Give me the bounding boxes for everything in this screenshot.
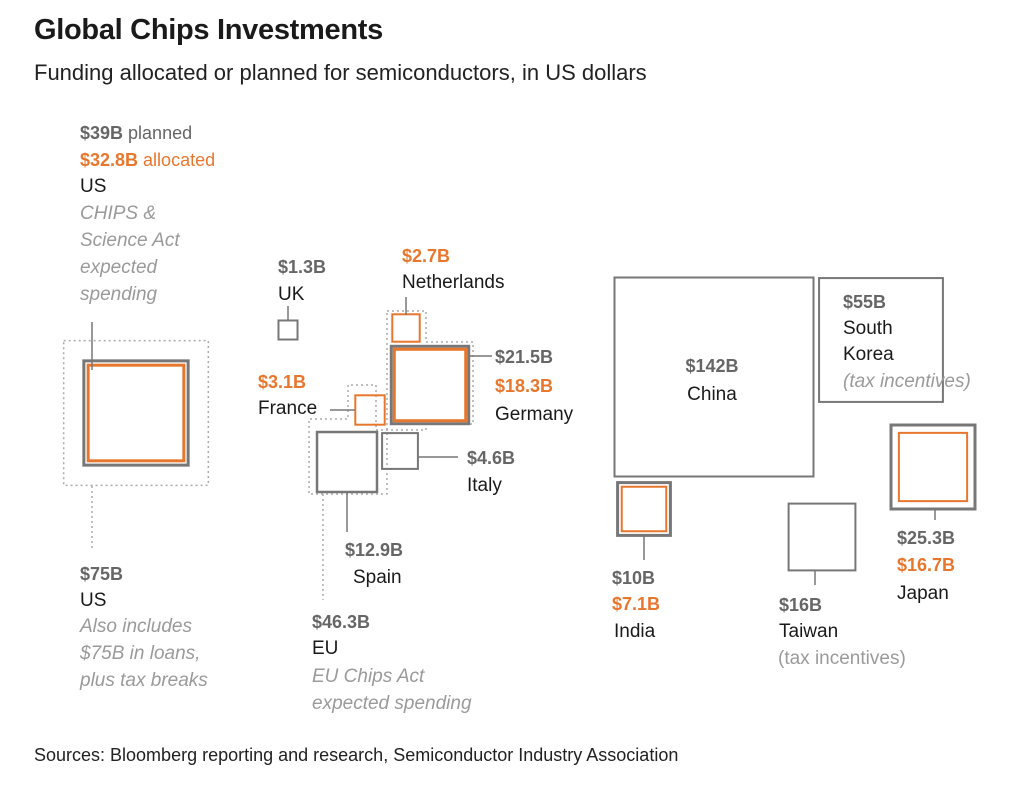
germany-allocated-square (392, 347, 468, 423)
netherlands-allocated-square (391, 313, 421, 343)
us-chips-allocated-label: $32.8B allocated (80, 150, 215, 170)
eu-total-total-label: $46.3B (312, 612, 370, 632)
taiwan-planned-square (787, 502, 857, 572)
india-allocated-label: $7.1B (612, 594, 660, 614)
eu-total-note-0: EU Chips Act (312, 666, 425, 687)
us-chips-name: US (80, 176, 106, 197)
taiwan-note: (tax incentives) (778, 648, 906, 669)
germany-allocated-label: $18.3B (495, 376, 553, 396)
south-korea-name-0: South (843, 318, 893, 339)
south-korea-planned-label: $55B (843, 292, 886, 312)
us-chips-planned-label: $39B planned (80, 123, 192, 143)
italy-planned-square (381, 432, 419, 470)
south-korea-planned-square (818, 277, 944, 403)
us-total-name: US (80, 590, 106, 611)
germany-planned-square (389, 344, 471, 426)
india-planned-square (616, 481, 672, 537)
south-korea-name-1: Korea (843, 344, 894, 365)
japan-planned-label: $25.3B (897, 528, 955, 548)
us-chips-note-2: expected (80, 257, 159, 278)
us-total-note-2: plus tax breaks (79, 670, 208, 691)
eu-total-name: EU (312, 638, 338, 659)
us-chips-allocated-square (86, 363, 186, 463)
france-allocated-label: $3.1B (258, 372, 306, 392)
uk-name: UK (278, 284, 305, 305)
france-name: France (258, 398, 317, 419)
india-allocated-square (620, 485, 668, 533)
china-planned-square (613, 276, 815, 478)
china-name: China (687, 384, 737, 405)
netherlands-allocated-label: $2.7B (402, 246, 450, 266)
us-chips-planned-square (82, 359, 190, 467)
spain-planned-square (315, 430, 379, 494)
us-chips-note-3: spending (80, 284, 158, 305)
germany-planned-label: $21.5B (495, 347, 553, 367)
japan-allocated-square (897, 431, 969, 503)
india-planned-label: $10B (612, 568, 655, 588)
us-chips-note-0: CHIPS & (80, 203, 156, 224)
chart-title: Global Chips Investments (34, 14, 383, 46)
italy-name: Italy (467, 475, 502, 496)
chart-subtitle: Funding allocated or planned for semicon… (34, 60, 647, 85)
spain-name: Spain (353, 567, 402, 588)
netherlands-name: Netherlands (402, 272, 504, 293)
japan-name: Japan (897, 583, 949, 604)
taiwan-name: Taiwan (779, 621, 838, 642)
japan-allocated-label: $16.7B (897, 555, 955, 575)
eu-total-outline (308, 310, 474, 495)
chips-investment-chart: $39B planned $32.8B allocated US CHIPS & Sci… (62, 123, 977, 714)
uk-planned-label: $1.3B (278, 257, 326, 277)
taiwan-planned-label: $16B (779, 595, 822, 615)
us-total-total-label: $75B (80, 564, 123, 584)
us-chips-note-1: Science Act (80, 230, 180, 251)
spain-planned-label: $12.9B (345, 540, 403, 560)
china-planned-label: $142B (685, 356, 738, 376)
india-name: India (614, 621, 656, 642)
chart-source: Sources: Bloomberg reporting and researc… (34, 745, 679, 765)
us-total-note-0: Also includes (79, 616, 192, 637)
south-korea-note: (tax incentives) (843, 371, 971, 392)
us-total-note-1: $75B in loans, (79, 643, 200, 664)
japan-planned-square (889, 423, 977, 511)
germany-name: Germany (495, 404, 574, 425)
eu-total-note-1: expected spending (312, 693, 472, 714)
france-allocated-square (354, 394, 386, 426)
uk-planned-square (277, 319, 299, 341)
us-total-total-square (62, 339, 210, 487)
italy-planned-label: $4.6B (467, 448, 515, 468)
